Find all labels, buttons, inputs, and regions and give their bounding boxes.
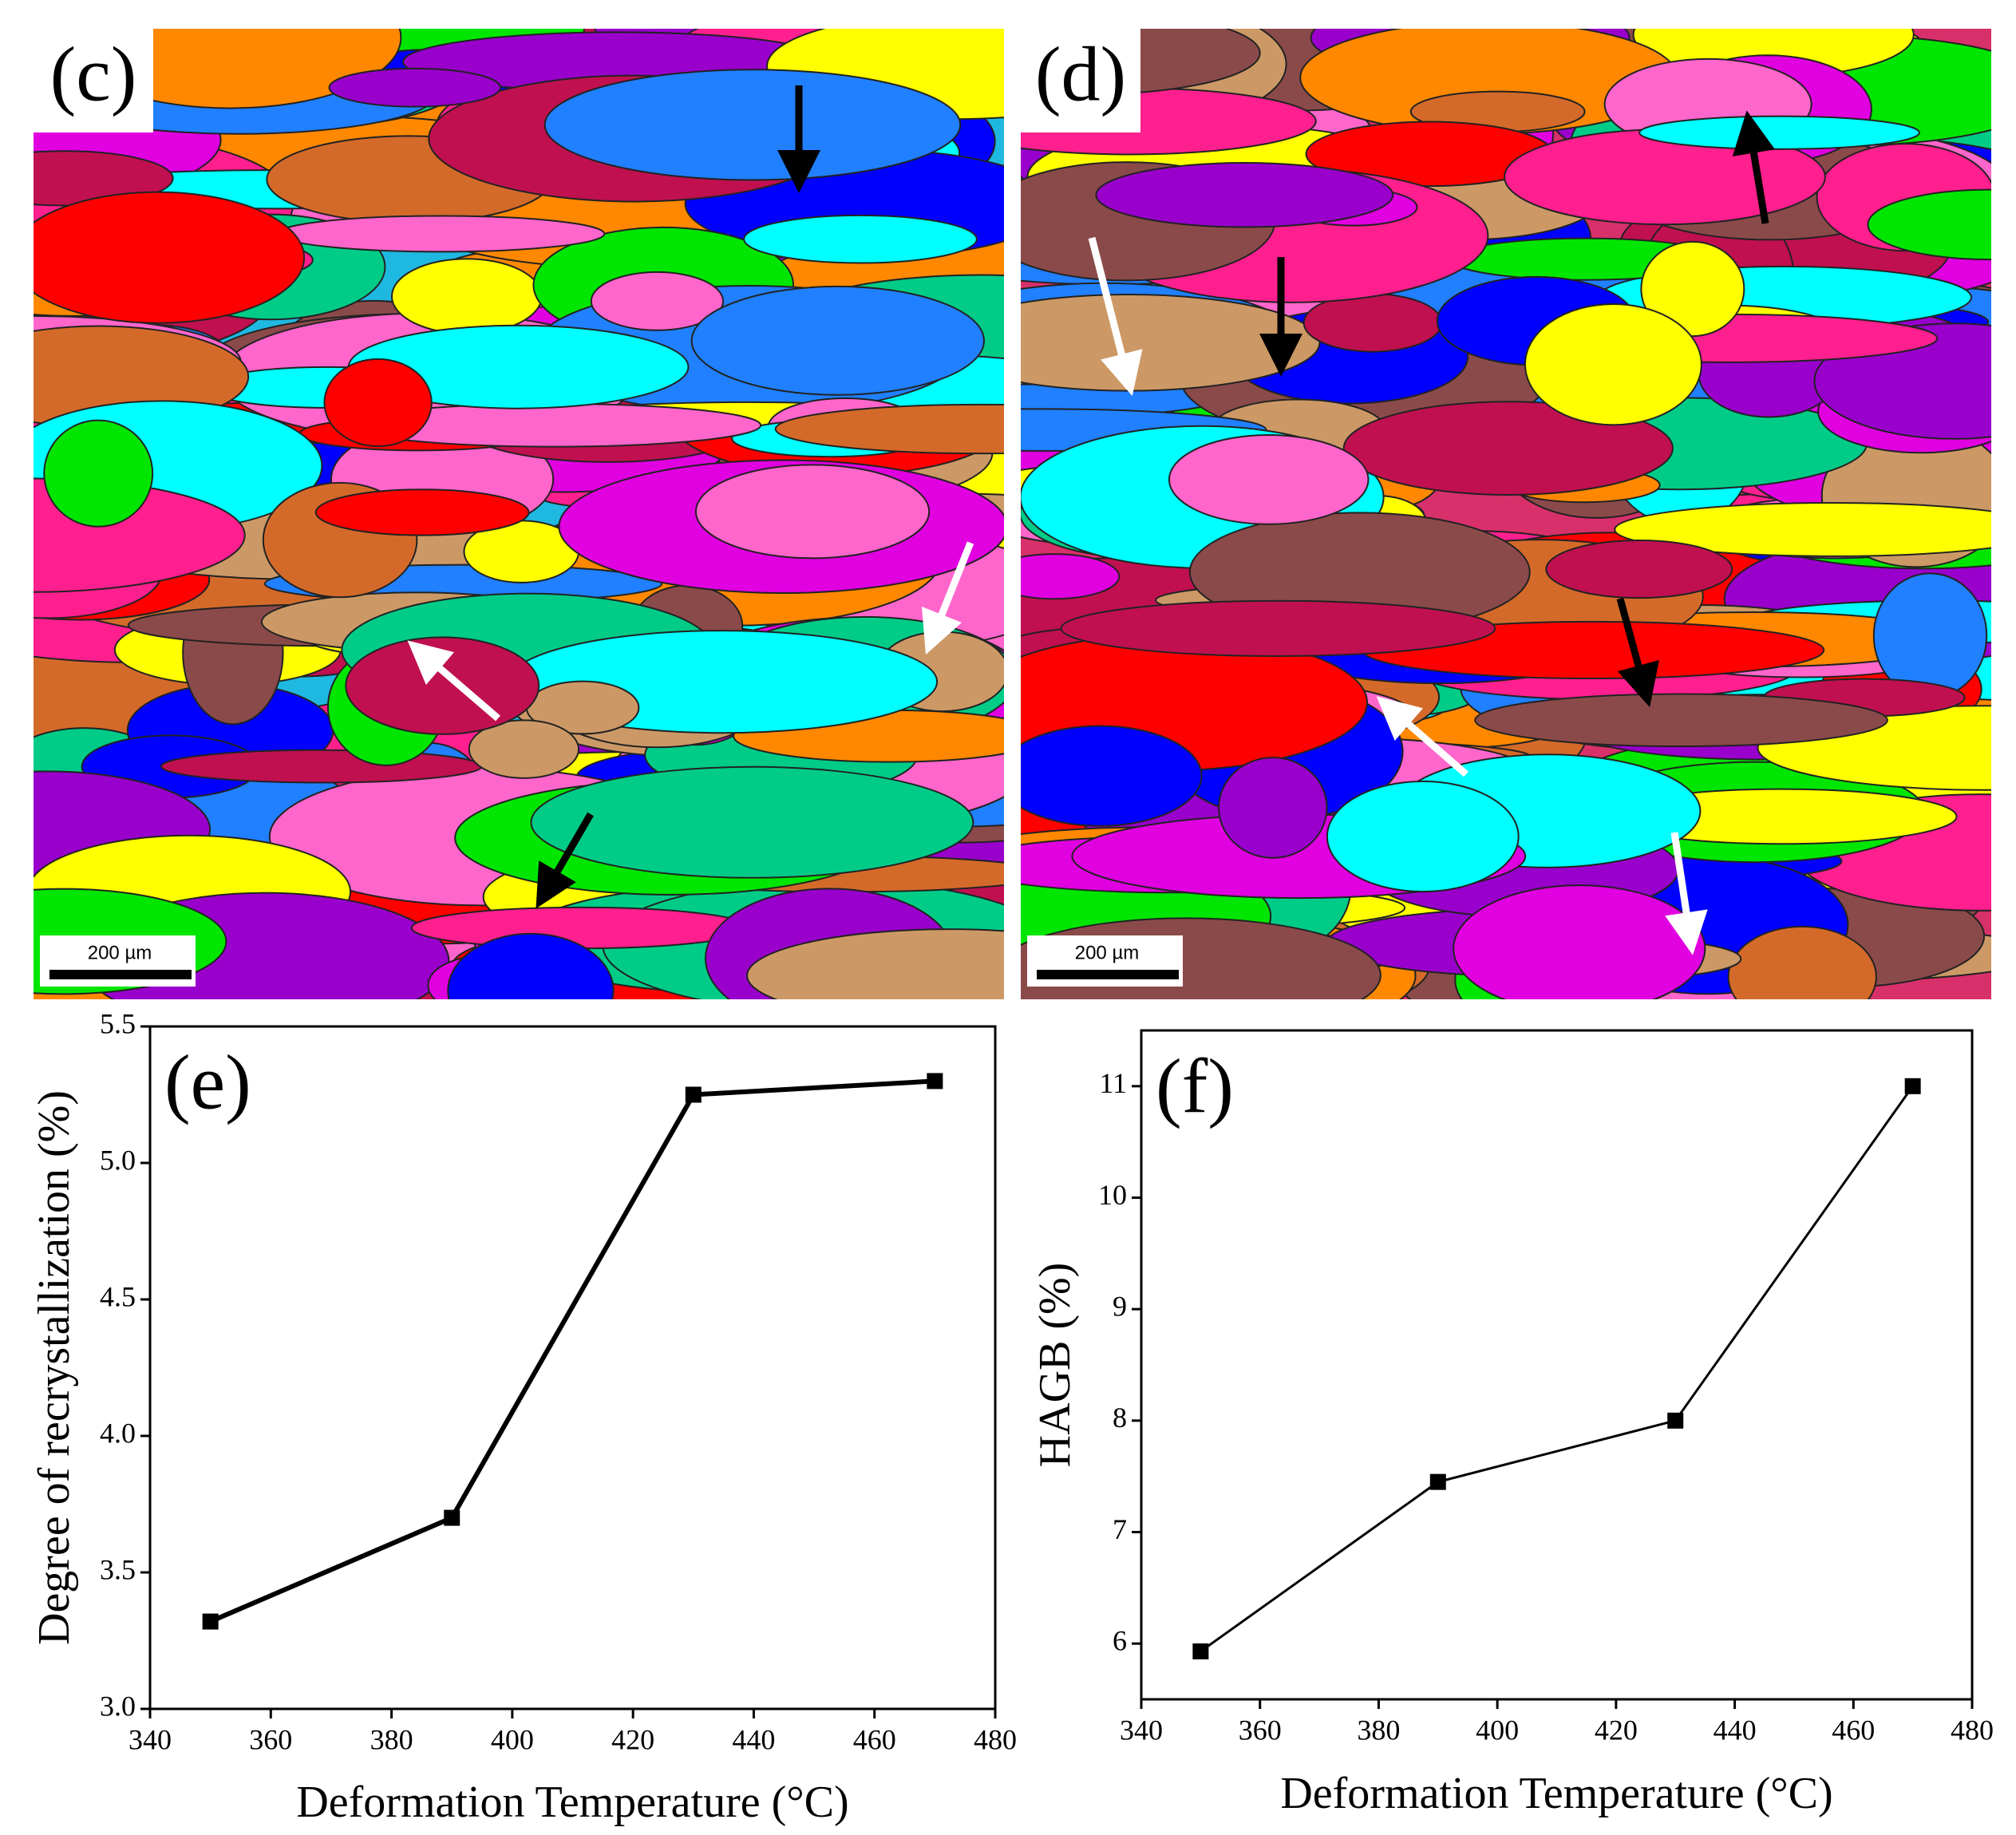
scale-bar-label: 200 µm	[1075, 942, 1140, 963]
y-tick-label: 6	[1113, 1624, 1127, 1656]
grain	[1021, 725, 1203, 827]
plot-frame	[148, 1025, 997, 1710]
grain	[530, 765, 974, 879]
scale-bar	[1037, 970, 1179, 979]
scale-bar	[49, 970, 192, 979]
grain	[323, 358, 433, 448]
x-tick-label: 440	[732, 1723, 775, 1755]
panel-label: (f)	[1156, 1043, 1234, 1129]
line	[1200, 1085, 1914, 1653]
x-tick-label: 420	[611, 1723, 654, 1755]
y-tick-label: 7	[1113, 1513, 1127, 1545]
x-tick-label: 480	[974, 1723, 1017, 1755]
grain	[1727, 925, 1877, 999]
grain	[774, 403, 1004, 455]
marker	[1192, 1643, 1209, 1659]
grain	[34, 191, 306, 324]
grain	[390, 258, 543, 335]
grain	[468, 719, 580, 779]
y-tick-label: 4.0	[100, 1417, 136, 1449]
grain	[447, 932, 615, 999]
y-tick-label: 8	[1113, 1402, 1127, 1434]
grain	[160, 749, 483, 784]
grain	[1453, 884, 1706, 999]
grain	[544, 69, 962, 181]
y-tick-label: 5.0	[100, 1144, 136, 1176]
panel-label: (d)	[1035, 31, 1126, 117]
y-tick-label: 3.0	[100, 1690, 136, 1722]
grain	[314, 488, 530, 536]
plot-frame	[1140, 1029, 1974, 1701]
x-tick-label: 340	[128, 1723, 172, 1755]
x-tick-label: 480	[1951, 1714, 1994, 1746]
marker	[1667, 1412, 1684, 1429]
grain	[1302, 293, 1443, 353]
grain	[345, 636, 540, 735]
marker	[444, 1509, 461, 1526]
x-tick-label: 460	[1832, 1714, 1875, 1746]
x-tick-label: 380	[370, 1723, 413, 1755]
marker	[685, 1086, 702, 1103]
grain	[1638, 115, 1920, 150]
y-axis-label: HAGB (%)	[1030, 1263, 1080, 1468]
scale-bar-label: 200 µm	[88, 942, 152, 963]
panel-label: (e)	[164, 1039, 251, 1125]
y-tick-label: 4.5	[100, 1280, 136, 1312]
grain	[690, 285, 985, 396]
grain	[1524, 303, 1702, 426]
y-tick-label: 10	[1098, 1179, 1127, 1211]
marker	[202, 1613, 219, 1630]
grain	[743, 214, 978, 264]
x-tick-label: 420	[1595, 1714, 1638, 1746]
y-tick-label: 11	[1099, 1067, 1127, 1099]
grain	[410, 906, 752, 950]
x-tick-label: 460	[853, 1723, 896, 1755]
grain	[1474, 693, 1888, 748]
grain	[43, 419, 154, 528]
x-axis-label: Deformation Temperature (°C)	[1280, 1769, 1832, 1818]
grain	[1326, 780, 1520, 893]
x-tick-label: 360	[1239, 1714, 1282, 1746]
grain	[1021, 553, 1121, 600]
marker	[1429, 1473, 1446, 1490]
x-axis-label: Deformation Temperature (°C)	[296, 1778, 848, 1827]
grain	[1640, 240, 1745, 338]
grain	[1545, 540, 1733, 599]
ebsd-map	[1021, 29, 1991, 999]
y-tick-label: 9	[1113, 1290, 1127, 1322]
arrows	[407, 85, 1776, 955]
x-tick-label: 340	[1120, 1714, 1163, 1746]
label-box	[1021, 29, 1140, 132]
grain	[1614, 502, 1991, 557]
grain	[1867, 188, 1991, 261]
grain	[328, 67, 502, 108]
grain	[1342, 401, 1674, 496]
x-tick-label: 440	[1714, 1714, 1757, 1746]
line	[209, 1078, 935, 1624]
panel-label: (c)	[50, 31, 137, 117]
x-tick-label: 400	[491, 1723, 534, 1755]
grain	[590, 271, 725, 331]
marker	[1904, 1078, 1921, 1094]
x-tick-label: 380	[1357, 1714, 1400, 1746]
label-box	[34, 29, 153, 132]
grain	[746, 928, 1004, 999]
marker	[927, 1073, 943, 1090]
x-tick-label: 400	[1476, 1714, 1519, 1746]
ebsd-map	[34, 29, 1004, 999]
grain	[1218, 757, 1328, 859]
grain	[1060, 599, 1496, 657]
y-tick-label: 3.5	[100, 1553, 136, 1585]
y-axis-label: Degree of recrystallization (%)	[30, 1090, 79, 1645]
x-tick-label: 360	[249, 1723, 292, 1755]
grain	[276, 215, 606, 253]
grain	[1095, 162, 1394, 228]
grain	[694, 464, 931, 560]
y-tick-label: 5.5	[100, 1007, 136, 1039]
grain	[1168, 433, 1370, 525]
